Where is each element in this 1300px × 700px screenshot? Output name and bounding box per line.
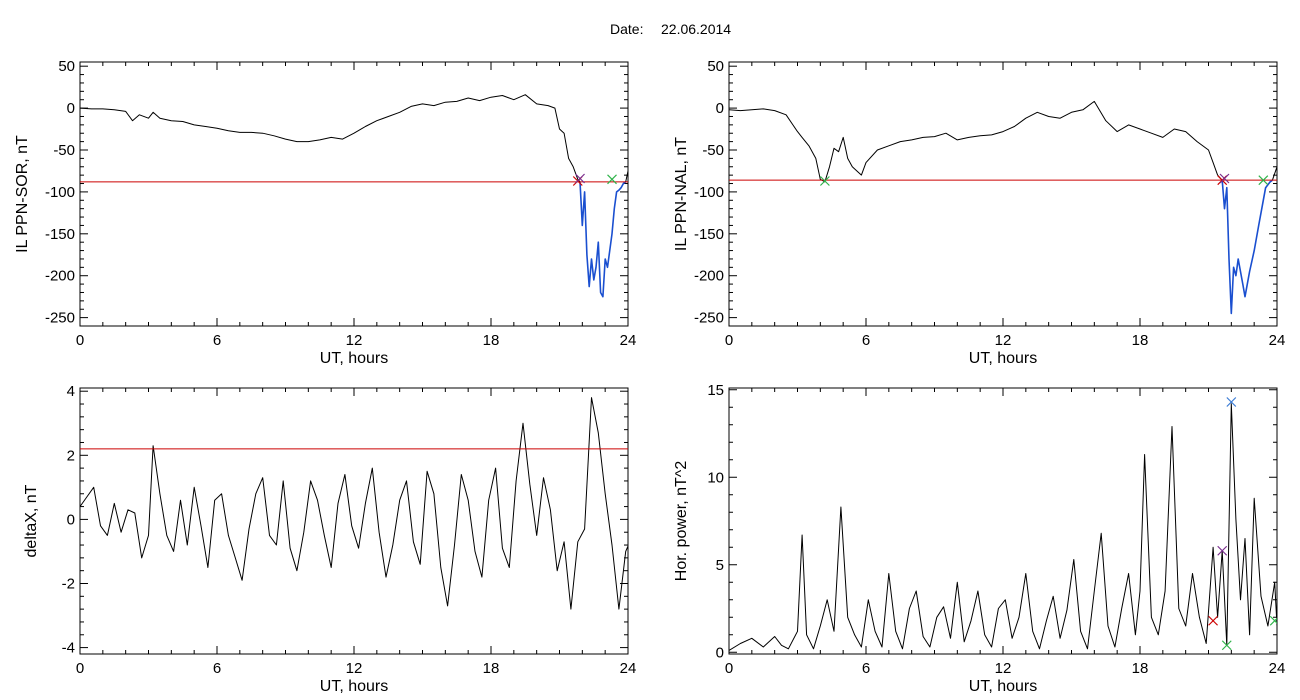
series-line-2 (579, 181, 627, 298)
plot-area (729, 397, 1277, 651)
y-tick-label: -250 (45, 310, 75, 327)
plot-frame (728, 61, 1278, 327)
y-tick-label: 50 (58, 58, 75, 75)
plot-frame (79, 387, 629, 655)
y-tick-label: -100 (694, 184, 724, 201)
x-axis-label: UT, hours (320, 350, 388, 367)
series-line-1 (80, 94, 581, 183)
plot-area (80, 397, 628, 610)
y-tick-label: 10 (707, 469, 724, 486)
y-tick-label: -150 (694, 226, 724, 243)
event-marker (1258, 175, 1269, 186)
y-tick-label: -4 (62, 640, 75, 657)
event-marker (1217, 545, 1228, 556)
x-tick-label: 18 (1132, 660, 1149, 677)
x-tick-label: 12 (346, 660, 363, 677)
x-tick-label: 0 (725, 332, 733, 349)
y-axis-label: IL PPN-SOR, nT (14, 135, 31, 253)
x-tick-label: 6 (213, 660, 221, 677)
x-tick-label: 0 (76, 660, 84, 677)
series-line-1 (80, 397, 628, 610)
x-tick-label: 6 (213, 332, 221, 349)
x-tick-label: 18 (483, 660, 500, 677)
plot-frame (79, 61, 629, 327)
y-tick-label: 50 (707, 58, 724, 75)
x-tick-label: 0 (76, 332, 84, 349)
panel-il-ppn-nal: 0 6 12 18 24 50 0 -50 -100 -150 -200 -250 UT, hours I… (673, 58, 1286, 367)
x-tick-label: 24 (1269, 660, 1286, 677)
panel-deltax: 0 6 12 18 24 4 2 0 -2 -4 UT, hours deltaX, nT (23, 383, 637, 695)
y-axis-label: IL PPN-NAL, nT (673, 137, 690, 251)
y-tick-label: 15 (707, 382, 724, 399)
plot-area (80, 94, 628, 298)
panel-hor-power: 0 6 12 18 24 15 10 5 0 UT, hours Hor. power, nT^2 (673, 382, 1286, 695)
y-tick-label: -50 (53, 142, 75, 159)
series-line-3 (1271, 165, 1277, 181)
x-tick-label: 6 (862, 332, 870, 349)
x-axis-label: UT, hours (969, 350, 1037, 367)
y-tick-label: -200 (45, 268, 75, 285)
y-tick-label: -100 (45, 184, 75, 201)
y-axis-label: Hor. power, nT^2 (673, 461, 690, 582)
y-tick-label: -50 (702, 142, 724, 159)
plot-area (729, 100, 1277, 315)
x-tick-label: 12 (346, 332, 363, 349)
x-tick-label: 24 (620, 332, 637, 349)
event-marker (607, 174, 617, 185)
panel-il-ppn-sor: 0 6 12 18 24 50 0 -50 -100 -150 -200 -250 UT, hours I… (14, 58, 637, 367)
x-tick-label: 18 (483, 332, 500, 349)
event-marker (819, 176, 830, 186)
date-value: 22.06.2014 (661, 21, 731, 37)
event-marker (1226, 397, 1237, 407)
x-tick-label: 6 (862, 660, 870, 677)
y-tick-label: -250 (694, 310, 724, 327)
x-tick-label: 18 (1132, 332, 1149, 349)
series-line-2 (1221, 179, 1273, 315)
y-tick-label: -200 (694, 268, 724, 285)
x-tick-label: 24 (1269, 332, 1286, 349)
event-marker (1219, 173, 1230, 184)
event-marker (1208, 615, 1218, 626)
x-tick-label: 24 (620, 660, 637, 677)
y-tick-label: 5 (716, 557, 724, 574)
x-axis-label: UT, hours (969, 678, 1037, 695)
x-tick-label: 12 (995, 660, 1012, 677)
y-tick-label: 0 (716, 100, 724, 117)
y-tick-label: 2 (67, 447, 75, 464)
series-line-1 (729, 403, 1277, 651)
y-tick-label: -150 (45, 226, 75, 243)
y-tick-label: 4 (67, 383, 75, 400)
event-marker (1269, 615, 1277, 626)
y-tick-label: 0 (67, 511, 75, 528)
plot-frame (728, 387, 1278, 655)
y-tick-label: 0 (67, 100, 75, 117)
series-line-3 (625, 169, 628, 182)
event-marker (1221, 640, 1232, 651)
event-marker (575, 173, 585, 184)
series-line-1 (729, 100, 1223, 183)
y-axis-label: deltaX, nT (23, 484, 40, 557)
y-tick-label: 0 (716, 644, 724, 661)
x-tick-label: 12 (995, 332, 1012, 349)
x-tick-label: 0 (725, 660, 733, 677)
y-tick-label: -2 (62, 575, 75, 592)
x-axis-label: UT, hours (320, 678, 388, 695)
date-label: Date: (610, 21, 643, 37)
